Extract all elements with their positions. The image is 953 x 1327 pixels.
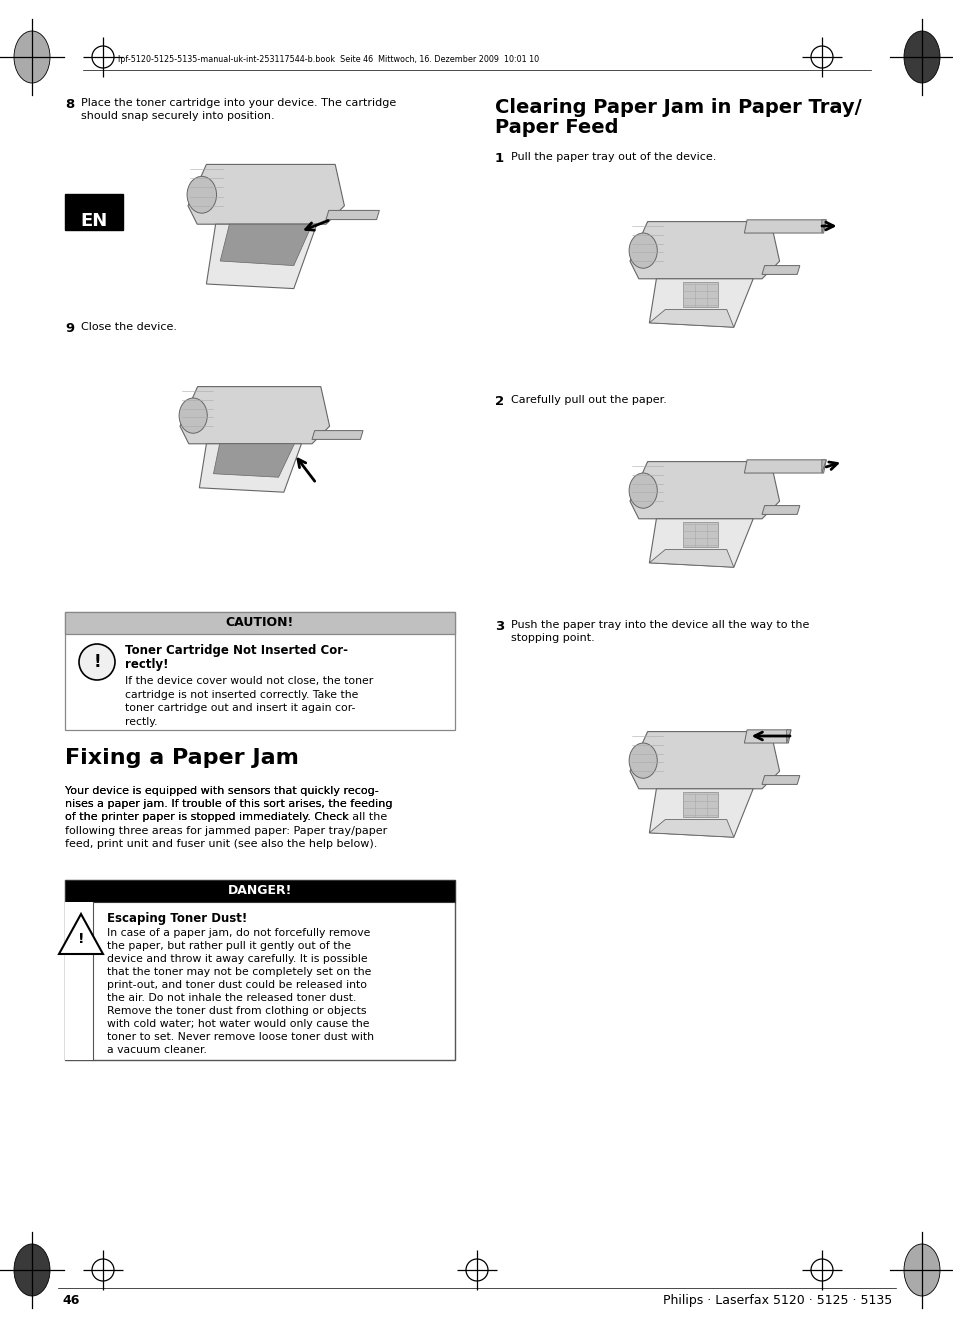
Text: Push the paper tray into the device all the way to the
stopping point.: Push the paper tray into the device all …	[511, 620, 808, 644]
Text: Your device is equipped with sensors that quickly recog-
nises a paper jam. If t: Your device is equipped with sensors tha…	[65, 786, 392, 823]
Text: If the device cover would not close, the toner
cartridge is not inserted correct: If the device cover would not close, the…	[125, 675, 373, 727]
Ellipse shape	[628, 472, 657, 508]
Ellipse shape	[903, 1243, 939, 1296]
Text: 3: 3	[495, 620, 504, 633]
Polygon shape	[761, 506, 799, 515]
Polygon shape	[629, 731, 779, 788]
FancyBboxPatch shape	[682, 792, 718, 817]
Circle shape	[79, 644, 115, 679]
Polygon shape	[649, 279, 753, 328]
Polygon shape	[821, 460, 825, 472]
FancyBboxPatch shape	[65, 902, 92, 1060]
Text: Philips · Laserfax 5120 · 5125 · 5135: Philips · Laserfax 5120 · 5125 · 5135	[662, 1294, 891, 1307]
Polygon shape	[629, 222, 779, 279]
Polygon shape	[786, 730, 790, 743]
Text: EN: EN	[80, 212, 108, 230]
Text: In case of a paper jam, do not forcefully remove
the paper, but rather pull it g: In case of a paper jam, do not forcefull…	[107, 928, 374, 1055]
Text: Close the device.: Close the device.	[81, 322, 177, 332]
Text: Place the toner cartridge into your device. The cartridge
should snap securely i: Place the toner cartridge into your devi…	[81, 98, 395, 121]
Text: DANGER!: DANGER!	[228, 885, 292, 897]
Polygon shape	[649, 309, 733, 328]
Polygon shape	[761, 265, 799, 275]
Text: lpf-5120-5125-5135-manual-uk-int-253117544-b.book  Seite 46  Mittwoch, 16. Dezem: lpf-5120-5125-5135-manual-uk-int-2531175…	[118, 54, 538, 64]
Polygon shape	[199, 443, 301, 492]
Text: 8: 8	[65, 98, 74, 111]
Text: Pull the paper tray out of the device.: Pull the paper tray out of the device.	[511, 153, 716, 162]
FancyBboxPatch shape	[65, 194, 123, 230]
Text: 1: 1	[495, 153, 503, 165]
Ellipse shape	[628, 743, 657, 778]
Polygon shape	[649, 549, 733, 567]
Text: of the printer paper is stopped immediately. Check: of the printer paper is stopped immediat…	[65, 820, 352, 829]
Polygon shape	[821, 220, 825, 234]
Polygon shape	[743, 730, 790, 743]
Text: Your device is equipped with sensors that quickly recog-
nises a paper jam. If t: Your device is equipped with sensors tha…	[65, 786, 392, 849]
Ellipse shape	[628, 234, 657, 268]
Polygon shape	[326, 211, 379, 219]
FancyBboxPatch shape	[682, 523, 718, 547]
Text: Carefully pull out the paper.: Carefully pull out the paper.	[511, 395, 666, 405]
Text: Fixing a Paper Jam: Fixing a Paper Jam	[65, 748, 298, 768]
Text: Paper Feed: Paper Feed	[495, 118, 618, 137]
Polygon shape	[761, 775, 799, 784]
Polygon shape	[629, 462, 779, 519]
Polygon shape	[312, 430, 363, 439]
FancyBboxPatch shape	[65, 612, 455, 634]
Ellipse shape	[903, 31, 939, 84]
FancyBboxPatch shape	[682, 283, 718, 307]
Text: 46: 46	[62, 1294, 79, 1307]
Polygon shape	[206, 224, 316, 288]
FancyBboxPatch shape	[65, 880, 455, 1060]
Text: rectly!: rectly!	[125, 658, 169, 671]
Polygon shape	[180, 386, 329, 443]
Ellipse shape	[14, 31, 50, 84]
Ellipse shape	[187, 176, 216, 214]
Polygon shape	[649, 788, 753, 837]
Text: 2: 2	[495, 395, 503, 407]
Polygon shape	[649, 519, 753, 567]
Polygon shape	[649, 820, 733, 837]
Text: Clearing Paper Jam in Paper Tray/: Clearing Paper Jam in Paper Tray/	[495, 98, 861, 117]
Polygon shape	[743, 460, 825, 472]
Ellipse shape	[179, 398, 207, 433]
Polygon shape	[188, 165, 344, 224]
Polygon shape	[213, 443, 294, 478]
Text: !: !	[93, 653, 101, 671]
Text: 9: 9	[65, 322, 74, 334]
Polygon shape	[743, 220, 825, 234]
FancyBboxPatch shape	[65, 612, 455, 730]
Polygon shape	[220, 224, 312, 265]
FancyBboxPatch shape	[65, 880, 455, 902]
Ellipse shape	[14, 1243, 50, 1296]
Text: !: !	[77, 932, 84, 946]
Text: Toner Cartridge Not Inserted Cor-: Toner Cartridge Not Inserted Cor-	[125, 644, 348, 657]
Text: Escaping Toner Dust!: Escaping Toner Dust!	[107, 912, 247, 925]
Text: CAUTION!: CAUTION!	[226, 617, 294, 629]
Polygon shape	[59, 914, 103, 954]
